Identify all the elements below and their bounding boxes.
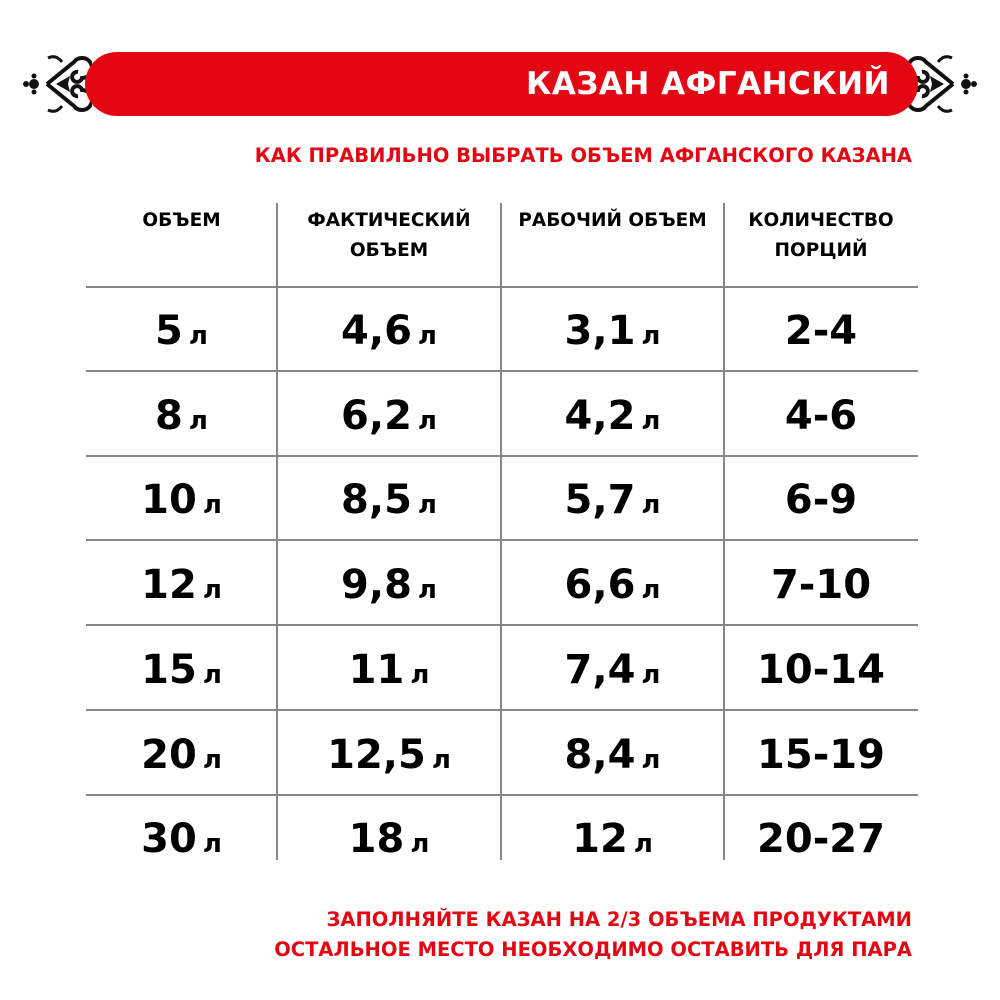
unit-label: л	[410, 829, 430, 860]
unit-label: л	[417, 575, 437, 606]
cell-value: 12	[572, 816, 628, 863]
unit-label: л	[188, 321, 208, 351]
cell-value: 10	[141, 477, 197, 524]
cell-value: 3,1	[564, 308, 636, 354]
cell-value: 20-27	[757, 816, 885, 863]
cell-value: 9,8	[341, 562, 412, 609]
unit-label: л	[417, 405, 437, 436]
column-header: ФАКТИЧЕСКИЙ ОБЪЕМ	[307, 210, 471, 261]
table-cell: 8,4 л	[501, 713, 724, 797]
table-cell: 3,1 л	[501, 289, 724, 373]
cell-value: 11	[348, 646, 405, 693]
cell-value: 8	[155, 392, 183, 439]
cell-value: 15	[141, 646, 197, 693]
table-cell: 30 л	[86, 797, 277, 881]
unit-label: л	[417, 490, 437, 521]
cell-value: 4,2	[564, 392, 636, 439]
unit-label: л	[202, 829, 222, 860]
table-cell: 12 л	[86, 543, 277, 627]
table-cell: 15-19	[724, 713, 918, 797]
cell-value: 7,4	[564, 646, 636, 693]
column-header: ОБЪЕМ	[142, 210, 221, 231]
table-cell: 8,5 л	[277, 458, 501, 542]
table-cell: 10-14	[724, 628, 918, 712]
unit-label: л	[641, 405, 661, 436]
unit-label: л	[202, 490, 222, 521]
column-divider	[276, 203, 278, 860]
page-title: КАЗАН АФГАНСКИЙ	[526, 66, 890, 102]
cell-value: 4-6	[784, 392, 858, 439]
unit-label: л	[202, 659, 222, 690]
table-cell: 7-10	[724, 543, 918, 627]
row-divider	[86, 709, 918, 711]
table-cell: 12 л	[501, 797, 724, 881]
cell-value: 5,7	[564, 477, 636, 524]
table-cell: 12,5 л	[277, 713, 501, 797]
row-divider	[86, 624, 918, 626]
footer-note-2: ОСТАЛЬНОЕ МЕСТО НЕОБХОДИМО ОСТАВИТЬ ДЛЯ …	[274, 938, 912, 961]
table-cell: 11 л	[277, 628, 501, 712]
cell-value: 5	[155, 308, 183, 354]
table-cell: 6-9	[724, 458, 918, 542]
table-cell: 7,4 л	[501, 628, 724, 712]
title-banner: КАЗАН АФГАНСКИЙ	[85, 52, 918, 116]
table-cell: 20-27	[724, 797, 918, 881]
unit-label: л	[188, 405, 208, 436]
row-divider	[86, 539, 918, 541]
column-header: РАБОЧИЙ ОБЪЕМ	[518, 210, 707, 231]
column-divider	[500, 203, 502, 860]
unit-label: л	[641, 659, 661, 690]
unit-label: л	[633, 829, 653, 860]
table-cell: 4,6 л	[277, 289, 501, 373]
cell-value: 8,5	[341, 477, 412, 524]
cell-value: 8,4	[564, 731, 636, 778]
ornament-icon	[23, 55, 92, 113]
table-cell: 6,6 л	[501, 543, 724, 627]
unit-label: л	[641, 321, 661, 351]
unit-label: л	[431, 744, 451, 775]
unit-label: л	[202, 744, 222, 775]
column-header: КОЛИЧЕСТВО ПОРЦИЙ	[748, 210, 894, 261]
cell-value: 12,5	[327, 731, 426, 778]
cell-value: 6-9	[784, 477, 858, 524]
row-divider	[86, 370, 918, 372]
cell-value: 6,2	[341, 392, 412, 439]
subtitle: КАК ПРАВИЛЬНО ВЫБРАТЬ ОБЪЕМ АФГАНСКОГО К…	[254, 144, 912, 167]
cell-value: 18	[348, 816, 405, 863]
cell-value: 30	[141, 816, 197, 863]
table-cell: 5,7 л	[501, 458, 724, 542]
table-cell: 2-4	[724, 289, 918, 373]
cell-value: 6,6	[564, 562, 636, 609]
table-cell: 18 л	[277, 797, 501, 881]
unit-label: л	[641, 575, 661, 606]
table-cell: 15 л	[86, 628, 277, 712]
table-cell: 10 л	[86, 458, 277, 542]
row-divider	[86, 286, 918, 288]
table-cell: 6,2 л	[277, 374, 501, 458]
footer-note-1: ЗАПОЛНЯЙТЕ КАЗАН НА 2/3 ОБЪЕМА ПРОДУКТАМ…	[326, 908, 912, 931]
cell-value: 2-4	[784, 308, 858, 354]
table-cell: 4,2 л	[501, 374, 724, 458]
table-cell: 20 л	[86, 713, 277, 797]
column-divider	[723, 203, 725, 860]
cell-value: 15-19	[757, 731, 885, 778]
ornament-icon	[908, 55, 977, 113]
table-cell: 9,8 л	[277, 543, 501, 627]
unit-label: л	[641, 490, 661, 521]
row-divider	[86, 794, 918, 796]
cell-value: 4,6	[341, 308, 412, 354]
unit-label: л	[417, 321, 437, 351]
cell-value: 20	[141, 731, 197, 778]
row-divider	[86, 455, 918, 457]
unit-label: л	[202, 575, 222, 606]
cell-value: 10-14	[757, 646, 885, 693]
cell-value: 7-10	[770, 562, 872, 609]
cell-value: 12	[141, 562, 197, 609]
table-cell: 4-6	[724, 374, 918, 458]
unit-label: л	[641, 744, 661, 775]
unit-label: л	[410, 659, 430, 690]
